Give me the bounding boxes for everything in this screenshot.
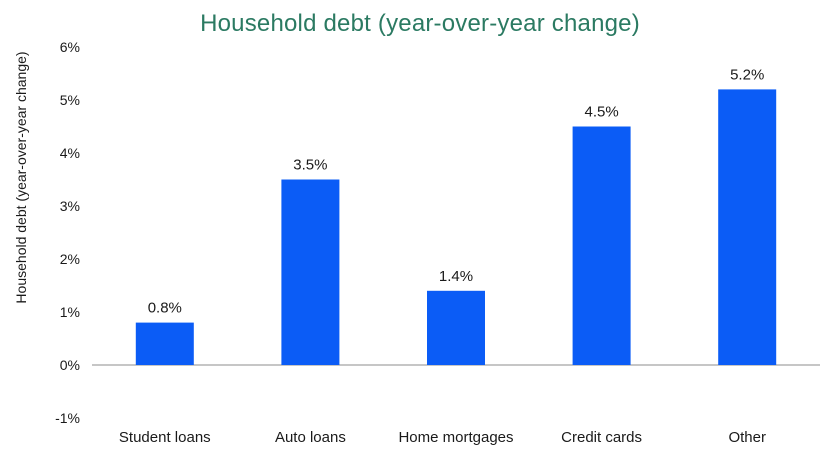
bar-value-label: 5.2% — [730, 66, 764, 83]
category-label: Other — [728, 429, 766, 446]
category-label: Home mortgages — [398, 429, 513, 446]
bar — [427, 290, 485, 365]
bar-value-label: 4.5% — [584, 104, 618, 121]
y-tick-label: 0% — [60, 357, 80, 373]
chart-title: Household debt (year-over-year change) — [200, 10, 640, 37]
bar — [718, 89, 777, 366]
y-tick-label: 6% — [60, 39, 80, 55]
bars — [135, 89, 777, 366]
bar-value-label: 0.8% — [148, 300, 182, 317]
y-axis-label: Household debt (year-over-year change) — [13, 51, 29, 303]
y-tick-label: 4% — [60, 145, 80, 161]
bar — [135, 322, 194, 365]
category-label: Student loans — [119, 429, 211, 446]
bar-value-label: 1.4% — [439, 268, 473, 285]
data-labels: 0.8% 3.5% 1.4% 4.5% 5.2% — [148, 66, 765, 316]
category-label: Auto loans — [275, 429, 346, 446]
y-axis-ticks: -1% 0% 1% 2% 3% 4% 5% 6% — [55, 39, 80, 426]
bar — [281, 179, 340, 365]
category-label: Credit cards — [561, 429, 642, 446]
y-tick-label: -1% — [55, 410, 80, 426]
bar-value-label: 3.5% — [293, 157, 327, 174]
y-tick-label: 3% — [60, 198, 80, 214]
bar — [572, 126, 631, 365]
y-tick-label: 2% — [60, 251, 80, 267]
x-axis-labels: Student loans Auto loans Home mortgages Cre… — [119, 429, 766, 446]
y-tick-label: 1% — [60, 304, 80, 320]
y-tick-label: 5% — [60, 92, 80, 108]
